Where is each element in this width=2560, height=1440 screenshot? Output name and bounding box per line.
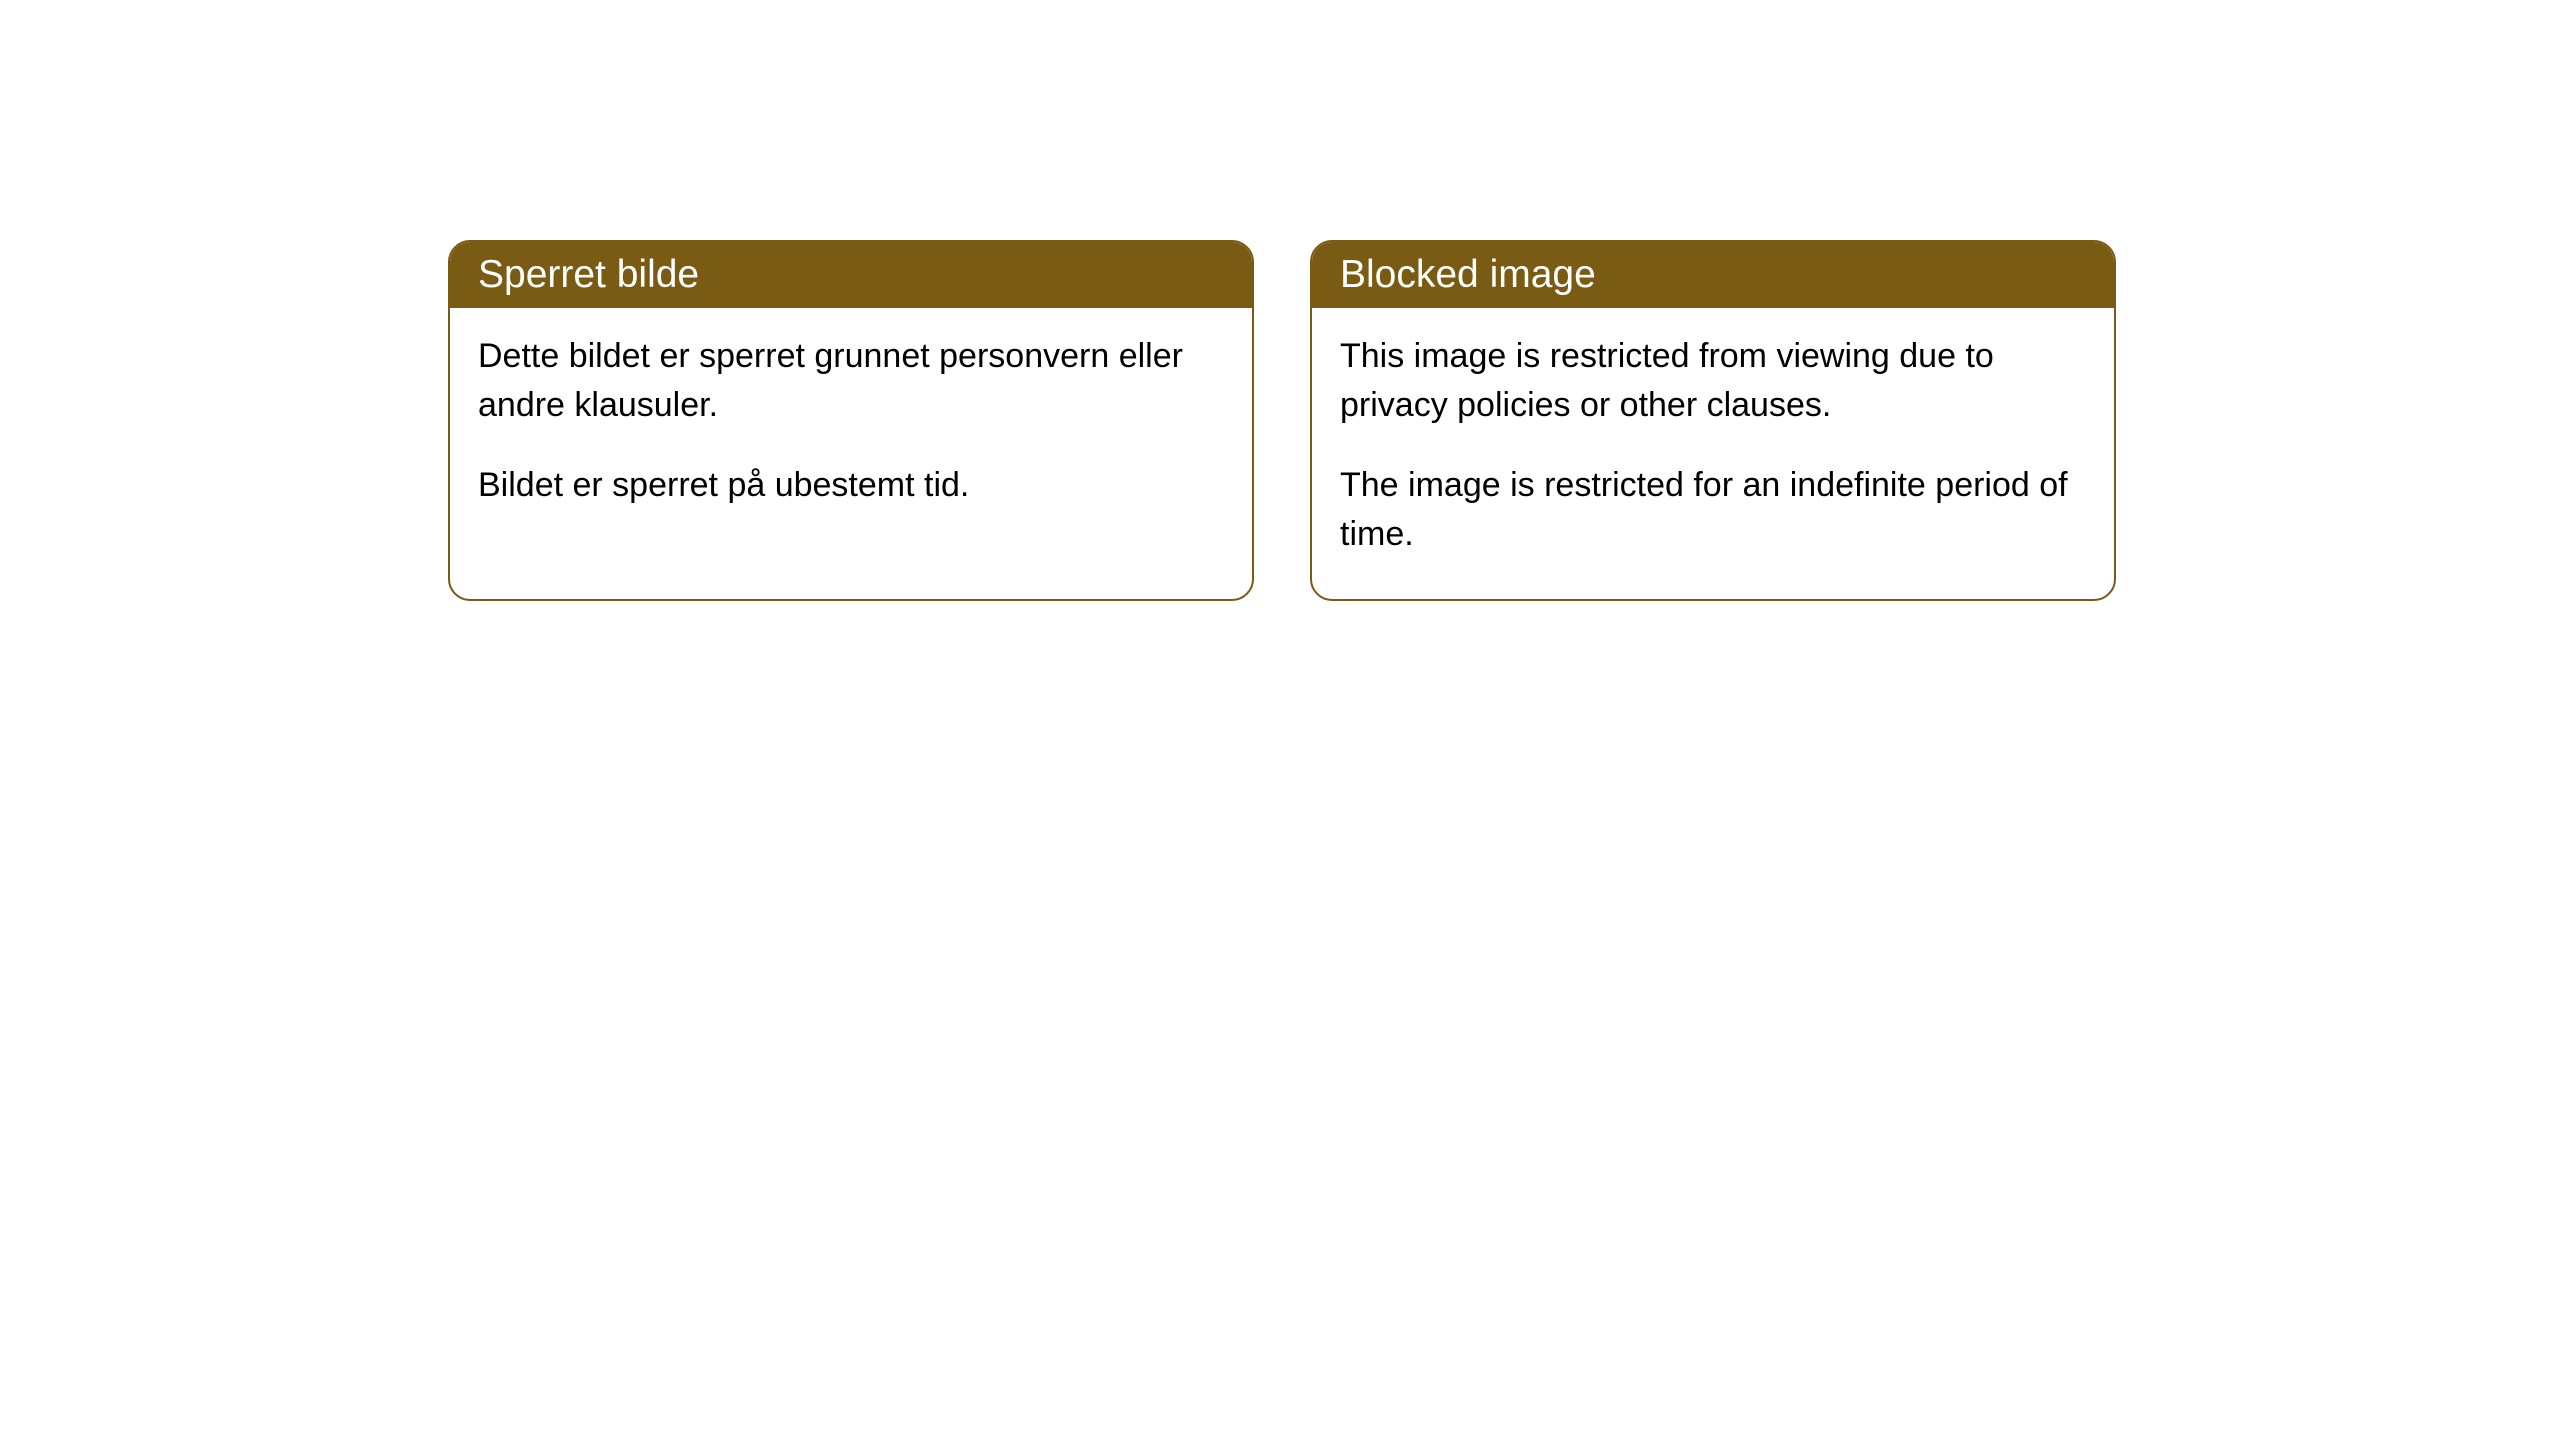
card-body-en: This image is restricted from viewing du… [1312, 308, 2114, 599]
blocked-image-card-en: Blocked image This image is restricted f… [1310, 240, 2116, 601]
card-body-no: Dette bildet er sperret grunnet personve… [450, 308, 1252, 550]
card-paragraph-2-no: Bildet er sperret på ubestemt tid. [478, 461, 1224, 510]
card-paragraph-2-en: The image is restricted for an indefinit… [1340, 461, 2086, 560]
card-paragraph-1-no: Dette bildet er sperret grunnet personve… [478, 332, 1224, 431]
card-header-no: Sperret bilde [450, 242, 1252, 308]
card-header-en: Blocked image [1312, 242, 2114, 308]
cards-container: Sperret bilde Dette bildet er sperret gr… [0, 0, 2560, 601]
card-paragraph-1-en: This image is restricted from viewing du… [1340, 332, 2086, 431]
blocked-image-card-no: Sperret bilde Dette bildet er sperret gr… [448, 240, 1254, 601]
